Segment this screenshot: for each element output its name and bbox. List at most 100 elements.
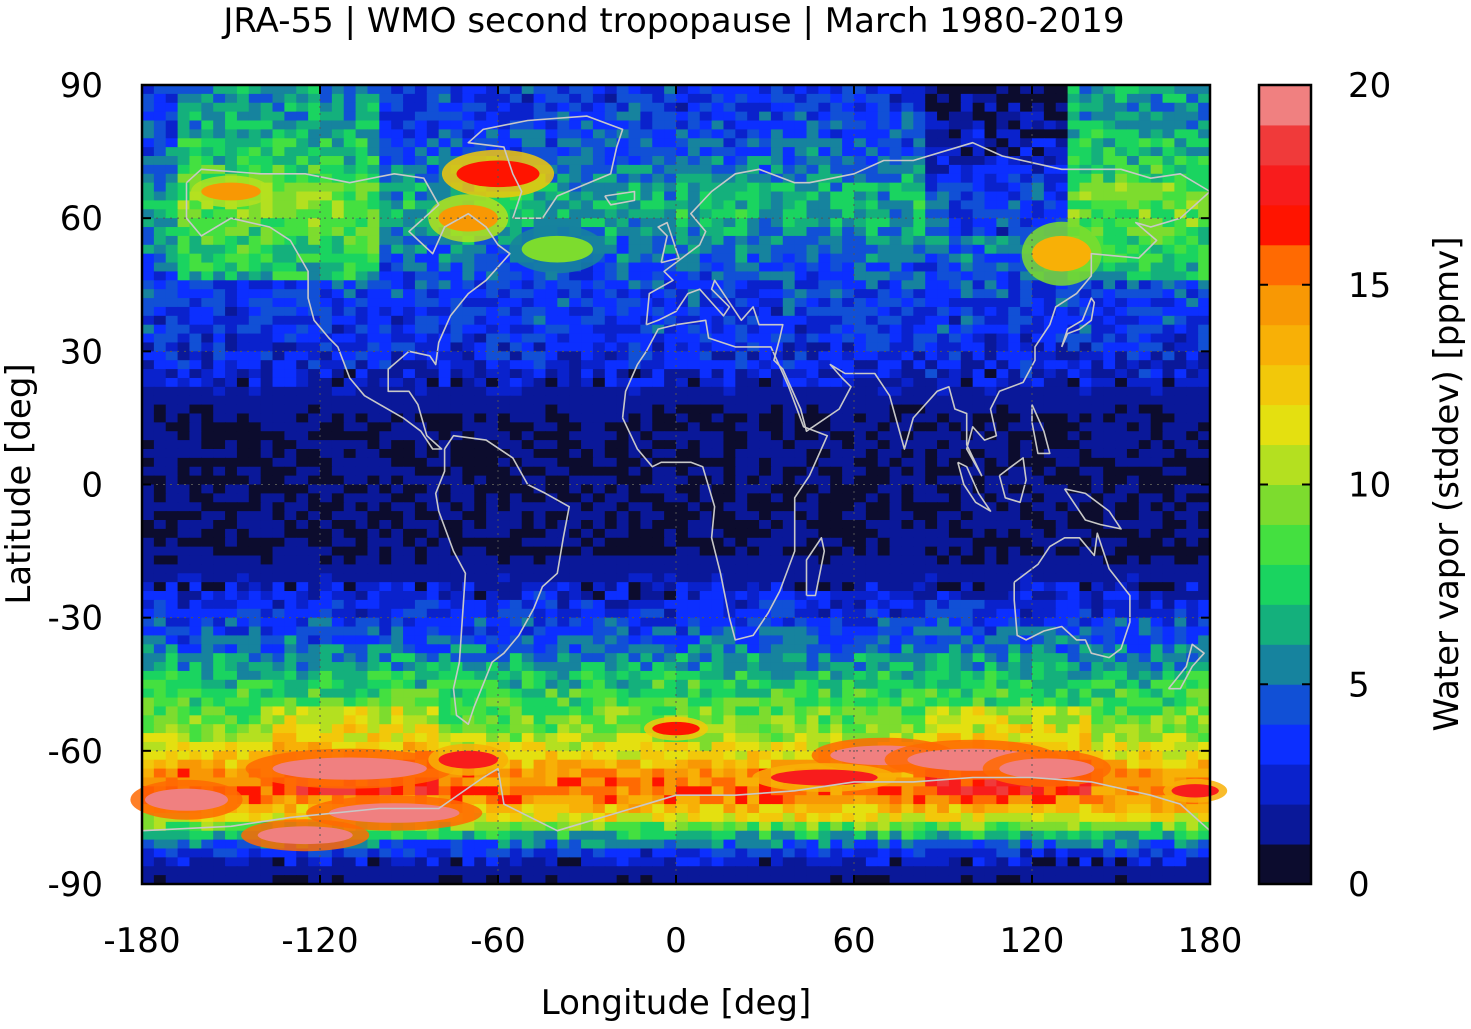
heat-cell (1198, 324, 1211, 335)
heat-cell (320, 298, 333, 308)
heat-cell (901, 227, 914, 237)
heat-cell (474, 351, 487, 361)
heat-cell (391, 324, 404, 335)
heat-cell (948, 85, 962, 95)
heat-cell (177, 431, 191, 441)
heat-cell (414, 377, 428, 388)
heat-cell (509, 404, 523, 415)
heat-cell (1103, 306, 1116, 317)
heat-cell (557, 386, 570, 397)
heat-cell (557, 564, 570, 574)
heat-cell (462, 404, 475, 415)
heat-cell (284, 377, 297, 388)
heat-cell (213, 342, 226, 352)
heat-cell (189, 386, 202, 397)
heat-cell (498, 546, 511, 557)
heat-cell (1138, 351, 1152, 361)
heat-cell (664, 360, 677, 370)
heat-cell (1091, 298, 1104, 308)
heat-cell (759, 315, 772, 326)
heat-cell (462, 93, 475, 104)
heat-cell (343, 129, 357, 139)
heat-cell (759, 537, 772, 548)
heat-cell (177, 493, 191, 503)
heat-cell (521, 85, 535, 95)
heat-cell (165, 457, 179, 468)
heat-cell (177, 333, 191, 344)
heat-cell (948, 422, 962, 432)
heat-cell (248, 85, 262, 95)
heat-cell (272, 404, 285, 415)
heat-cell (818, 298, 831, 308)
heat-cell (664, 156, 677, 166)
heat-cell (865, 93, 879, 104)
heat-cell (1079, 315, 1092, 326)
heat-cell (747, 413, 760, 423)
heat-cell (1186, 537, 1199, 548)
heat-cell (747, 333, 760, 344)
heat-cell (842, 422, 855, 432)
heat-cell (711, 93, 725, 104)
heat-cell (699, 218, 713, 228)
heat-cell (1020, 333, 1033, 344)
heat-cell (1103, 298, 1116, 308)
heat-cell (664, 386, 677, 397)
heat-cell (664, 564, 677, 574)
heat-cell (842, 395, 855, 406)
heat-cell (153, 448, 167, 459)
heat-cell (1055, 324, 1069, 335)
heat-cell (498, 253, 511, 264)
heat-cell (569, 377, 582, 388)
heat-cell (450, 93, 463, 104)
heat-cell (676, 173, 689, 184)
heat-cell (379, 466, 392, 477)
heat-cell (1103, 528, 1116, 539)
heat-cell (391, 351, 404, 361)
heat-cell (806, 511, 819, 521)
heat-cell (438, 431, 452, 441)
heat-cell (711, 218, 725, 228)
heat-cell (343, 191, 357, 202)
heat-cell (604, 484, 618, 494)
heat-cell (569, 369, 582, 379)
heat-cell (699, 360, 713, 370)
heat-cell (747, 306, 760, 317)
heat-cell (177, 235, 191, 246)
heat-cell (877, 209, 891, 219)
heat-cell (770, 244, 784, 255)
heat-cell (818, 235, 831, 246)
heat-cell (782, 360, 796, 370)
heat-cell (1126, 306, 1140, 317)
heat-cell (450, 147, 463, 157)
heat-cell (676, 377, 689, 388)
heat-cell (308, 377, 321, 388)
heat-cell (1055, 502, 1069, 512)
heat-cell (153, 546, 167, 557)
heat-cell (759, 209, 772, 219)
heat-cell (284, 484, 297, 494)
heat-cell (1150, 138, 1164, 148)
heat-cell (806, 413, 819, 423)
heat-cell (189, 573, 202, 583)
heat-cell (723, 182, 736, 193)
heat-cell (877, 253, 891, 264)
heat-cell (426, 528, 440, 539)
heat-cell (331, 280, 345, 290)
heat-cell (972, 182, 986, 193)
heat-cell (403, 546, 416, 557)
heat-cell (699, 493, 713, 503)
heat-cell (699, 502, 713, 512)
heat-cell (367, 209, 380, 219)
heat-cell (1174, 218, 1187, 228)
heat-cell (509, 342, 523, 352)
heat-cell (1091, 156, 1104, 166)
heat-cell (142, 289, 155, 299)
heat-cell (723, 289, 736, 299)
heat-cell (343, 298, 357, 308)
heat-cell (723, 138, 736, 148)
heat-cell (759, 280, 772, 290)
heat-cell (272, 342, 285, 352)
heat-cell (604, 93, 618, 104)
heat-cell (782, 227, 796, 237)
heat-cell (569, 404, 582, 415)
